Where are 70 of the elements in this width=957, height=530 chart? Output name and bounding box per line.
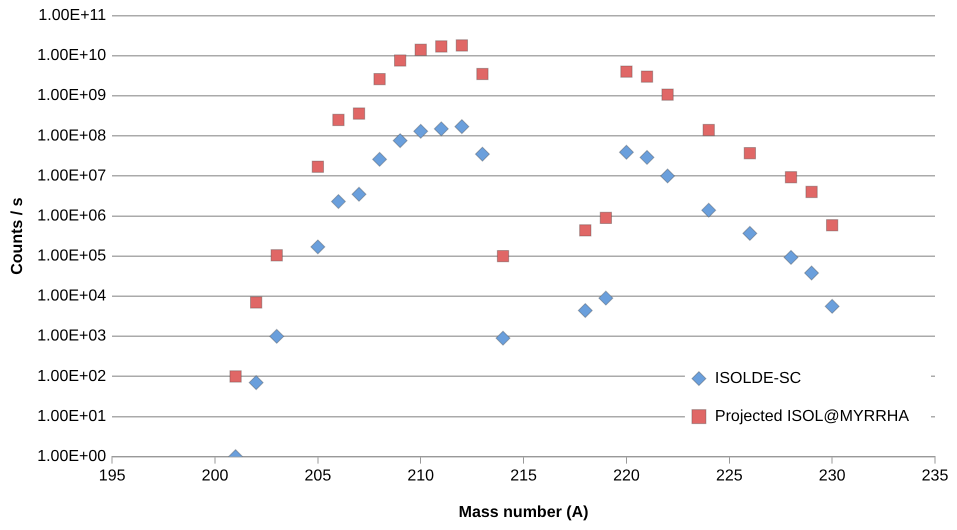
- point: [269, 328, 284, 344]
- point: [744, 147, 756, 160]
- point: [742, 226, 758, 241]
- legend-label: ISOLDE-SC: [714, 370, 802, 388]
- y-tick-label: 1.00E+08: [37, 127, 106, 144]
- point: [248, 375, 264, 390]
- point: [456, 39, 468, 52]
- point: [804, 265, 820, 280]
- point: [250, 296, 262, 309]
- x-axis-title: Mass number (A): [458, 504, 588, 521]
- x-tick-label: 220: [613, 468, 640, 485]
- point: [661, 88, 674, 101]
- y-tick-label: 1.00E+04: [37, 288, 106, 305]
- point: [824, 298, 840, 314]
- x-tick-label: 230: [818, 468, 846, 485]
- x-tick-label: 195: [98, 468, 126, 485]
- point: [373, 72, 386, 86]
- point: [600, 212, 612, 224]
- y-tick-label: 1.00E+07: [37, 167, 106, 184]
- point: [640, 150, 655, 165]
- point: [496, 250, 510, 262]
- point: [394, 54, 406, 67]
- x-tick-label: 210: [407, 468, 434, 485]
- point: [332, 114, 345, 126]
- point: [474, 146, 490, 162]
- x-tick-label: 215: [510, 468, 538, 485]
- legend-label: Projected ISOL@MYRRHA: [714, 408, 910, 426]
- point: [414, 44, 427, 56]
- y-tick-label: 1.00E+09: [37, 87, 106, 104]
- x-tick-label: 205: [304, 468, 332, 485]
- point: [454, 119, 470, 134]
- x-tick-label: 235: [922, 468, 948, 485]
- y-tick-label: 1.00E+10: [37, 47, 106, 64]
- point: [476, 68, 489, 80]
- y-tick-label: 1.00E+00: [37, 448, 106, 466]
- point: [312, 160, 324, 173]
- point: [702, 124, 715, 136]
- y-tick-label: 1.00E+11: [38, 7, 106, 24]
- point: [372, 152, 388, 167]
- point: [784, 171, 798, 184]
- point: [701, 202, 716, 218]
- point: [640, 70, 654, 83]
- point: [598, 290, 614, 306]
- point: [579, 224, 592, 237]
- point: [413, 124, 428, 139]
- y-tick-label: 1.00E+01: [37, 408, 106, 425]
- point: [660, 168, 676, 184]
- y-tick-label: 1.00E+05: [37, 248, 106, 265]
- y-tick-label: 1.00E+06: [37, 207, 106, 224]
- point: [330, 194, 346, 210]
- point: [826, 219, 838, 232]
- point: [578, 303, 593, 318]
- point: [434, 121, 449, 136]
- point: [270, 249, 283, 262]
- point: [435, 40, 448, 53]
- point: [392, 133, 408, 148]
- point: [310, 239, 326, 254]
- point: [784, 250, 798, 265]
- x-tick-label: 225: [716, 468, 743, 485]
- point: [352, 186, 367, 202]
- x-tick-label: 200: [202, 468, 228, 485]
- point: [618, 144, 634, 160]
- point: [805, 186, 818, 198]
- point: [352, 107, 366, 120]
- y-tick-label: 1.00E+02: [37, 368, 106, 385]
- y-axis-title: Counts / s: [9, 197, 26, 275]
- point: [496, 330, 511, 346]
- point: [620, 65, 633, 78]
- point: [229, 370, 242, 383]
- y-tick-label: 1.00E+03: [37, 328, 106, 345]
